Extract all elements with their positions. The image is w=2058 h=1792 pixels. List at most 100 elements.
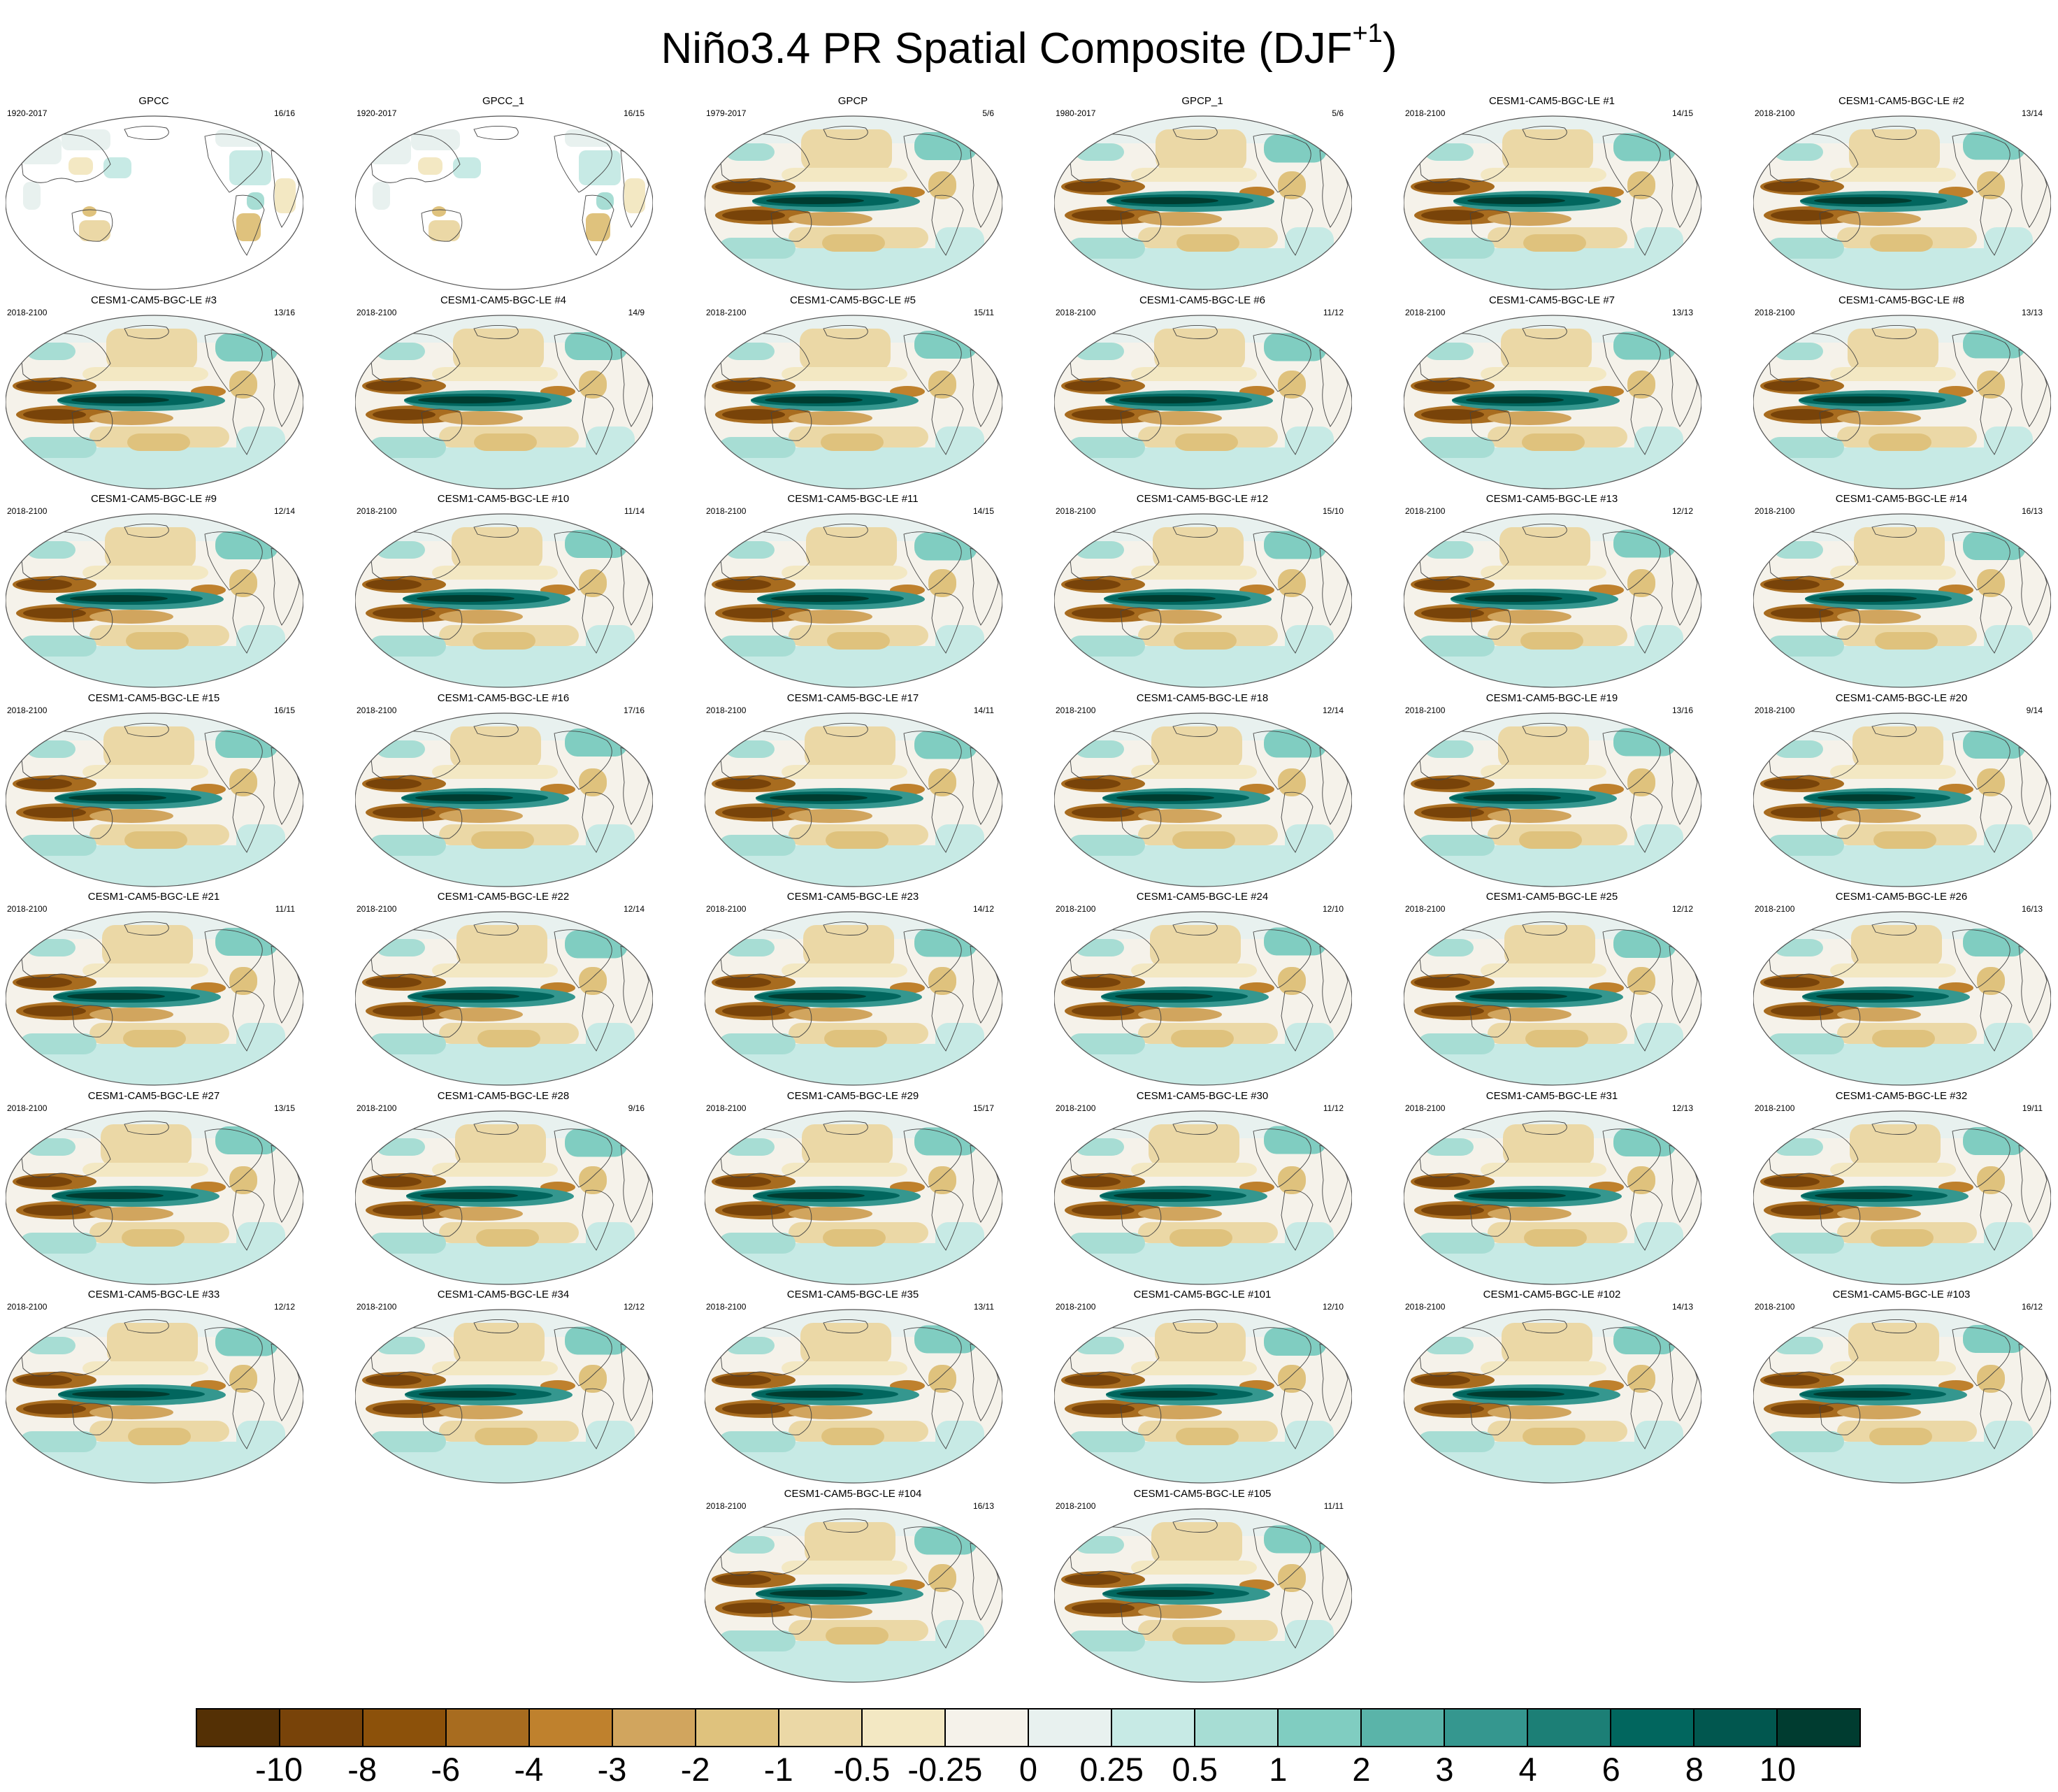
map bbox=[6, 115, 303, 290]
map-panel: CESM1-CAM5-BGC-LE #22 2018-2100 12/14 bbox=[350, 890, 657, 1089]
map-panel: CESM1-CAM5-BGC-LE #21 2018-2100 11/11 bbox=[0, 890, 308, 1089]
map bbox=[1753, 115, 2051, 290]
panel-title: CESM1-CAM5-BGC-LE #5 bbox=[789, 294, 916, 306]
colorbar-tick-label: 8 bbox=[1685, 1751, 1704, 1788]
panel-count: 11/12 bbox=[1323, 1103, 1344, 1113]
map-panel: CESM1-CAM5-BGC-LE #10 2018-2100 11/14 bbox=[350, 492, 657, 691]
panel-title: GPCP_1 bbox=[1181, 95, 1223, 107]
panel-years: 2018-2100 bbox=[706, 705, 747, 715]
panel-count: 15/11 bbox=[973, 307, 994, 317]
panel-title: CESM1-CAM5-BGC-LE #22 bbox=[437, 891, 570, 903]
panel-title: CESM1-CAM5-BGC-LE #6 bbox=[1139, 294, 1266, 306]
colorbar-cell bbox=[1029, 1709, 1112, 1746]
map bbox=[1054, 1309, 1352, 1484]
colorbar-tick-label: 3 bbox=[1435, 1751, 1454, 1788]
panel-count: 12/12 bbox=[623, 1302, 645, 1312]
colorbar-cell bbox=[613, 1709, 696, 1746]
panel-count: 13/16 bbox=[273, 307, 295, 317]
panel-years: 2018-2100 bbox=[7, 1302, 48, 1312]
map bbox=[705, 1110, 1002, 1285]
panel-years: 2018-2100 bbox=[706, 1302, 747, 1312]
map-panel: CESM1-CAM5-BGC-LE #27 2018-2100 13/15 bbox=[0, 1089, 308, 1289]
panel-title: CESM1-CAM5-BGC-LE #20 bbox=[1835, 691, 1968, 704]
panel-count: 14/15 bbox=[972, 506, 994, 516]
map-panel: CESM1-CAM5-BGC-LE #7 2018-2100 13/13 bbox=[1398, 294, 1706, 493]
panel-count: 14/11 bbox=[973, 705, 994, 715]
map-panel: CESM1-CAM5-BGC-LE #9 2018-2100 12/14 bbox=[0, 492, 308, 691]
panel-count: 9/16 bbox=[628, 1103, 645, 1113]
panel-title: CESM1-CAM5-BGC-LE #28 bbox=[437, 1089, 570, 1102]
map-panel: CESM1-CAM5-BGC-LE #19 2018-2100 13/16 bbox=[1398, 691, 1706, 891]
panel-years: 2018-2100 bbox=[1056, 1103, 1096, 1113]
panel-title: CESM1-CAM5-BGC-LE #16 bbox=[437, 691, 570, 704]
panel-count: 12/14 bbox=[273, 506, 295, 516]
map bbox=[6, 1110, 303, 1285]
panel-title: CESM1-CAM5-BGC-LE #34 bbox=[437, 1289, 570, 1300]
map bbox=[6, 513, 303, 688]
panel-count: 5/6 bbox=[982, 108, 994, 118]
map-panel: CESM1-CAM5-BGC-LE #18 2018-2100 12/14 bbox=[1049, 691, 1356, 891]
panel-title: CESM1-CAM5-BGC-LE #2 bbox=[1838, 95, 1965, 107]
map-panel: CESM1-CAM5-BGC-LE #25 2018-2100 12/12 bbox=[1398, 890, 1706, 1089]
panel-years: 2018-2100 bbox=[1405, 506, 1446, 516]
colorbar bbox=[196, 1708, 1861, 1747]
panel-title: CESM1-CAM5-BGC-LE #18 bbox=[1136, 691, 1269, 704]
map-panel: CESM1-CAM5-BGC-LE #23 2018-2100 14/12 bbox=[699, 890, 1007, 1089]
panel-years: 2018-2100 bbox=[1056, 307, 1096, 317]
map bbox=[1753, 911, 2051, 1086]
panel-years: 2018-2100 bbox=[1056, 1302, 1096, 1312]
map bbox=[6, 314, 303, 489]
map bbox=[1753, 314, 2051, 489]
panel-title: CESM1-CAM5-BGC-LE #102 bbox=[1483, 1289, 1621, 1300]
panel-title: CESM1-CAM5-BGC-LE #33 bbox=[87, 1289, 220, 1300]
map-panel: CESM1-CAM5-BGC-LE #26 2018-2100 16/13 bbox=[1748, 890, 2055, 1089]
colorbar-cell bbox=[1611, 1709, 1694, 1746]
map-panel: CESM1-CAM5-BGC-LE #17 2018-2100 14/11 bbox=[699, 691, 1007, 891]
panel-title: CESM1-CAM5-BGC-LE #24 bbox=[1136, 891, 1269, 903]
map-panel: GPCC_1 1920-2017 16/15 bbox=[350, 94, 657, 294]
panel-years: 2018-2100 bbox=[1755, 705, 1795, 715]
map-panel: CESM1-CAM5-BGC-LE #11 2018-2100 14/15 bbox=[699, 492, 1007, 691]
panel-count: 14/12 bbox=[972, 904, 994, 914]
map-panel: CESM1-CAM5-BGC-LE #33 2018-2100 12/12 bbox=[0, 1288, 308, 1487]
colorbar-tick-label: -1 bbox=[763, 1751, 793, 1788]
colorbar-labels: -10 -8 -6 -4 -3 -2 -1 -0.5 -0.25 0 0.25 0.5 1 2 3 4 6 8 10 bbox=[196, 1750, 1861, 1792]
panel-years: 1979-2017 bbox=[706, 108, 747, 118]
panel-count: 11/12 bbox=[1323, 307, 1344, 317]
map bbox=[1404, 911, 1701, 1086]
panel-years: 2018-2100 bbox=[1056, 904, 1096, 914]
panel-count: 12/13 bbox=[1671, 1103, 1693, 1113]
panel-title: CESM1-CAM5-BGC-LE #27 bbox=[87, 1089, 220, 1102]
map-panel: CESM1-CAM5-BGC-LE #5 2018-2100 15/11 bbox=[699, 294, 1007, 493]
map bbox=[705, 314, 1002, 489]
map-panel: CESM1-CAM5-BGC-LE #102 2018-2100 14/13 bbox=[1398, 1288, 1706, 1487]
map-panel: CESM1-CAM5-BGC-LE #105 2018-2100 11/11 bbox=[1049, 1487, 1356, 1686]
map bbox=[705, 513, 1002, 688]
panel-count: 15/10 bbox=[1322, 506, 1344, 516]
map-panel: CESM1-CAM5-BGC-LE #15 2018-2100 16/15 bbox=[0, 691, 308, 891]
colorbar-tick-label: 0.25 bbox=[1079, 1751, 1144, 1788]
map-panel: GPCP 1979-2017 5/6 bbox=[699, 94, 1007, 294]
panel-years: 2018-2100 bbox=[1755, 506, 1795, 516]
map-panel: CESM1-CAM5-BGC-LE #13 2018-2100 12/12 bbox=[1398, 492, 1706, 691]
map-panel: CESM1-CAM5-BGC-LE #12 2018-2100 15/10 bbox=[1049, 492, 1356, 691]
panel-count: 13/11 bbox=[973, 1302, 994, 1312]
panel-years: 2018-2100 bbox=[7, 307, 48, 317]
map-panel: CESM1-CAM5-BGC-LE #104 2018-2100 16/13 bbox=[699, 1487, 1007, 1686]
map bbox=[1054, 314, 1352, 489]
panel-years: 2018-2100 bbox=[1056, 705, 1096, 715]
panel-title: CESM1-CAM5-BGC-LE #3 bbox=[90, 294, 217, 306]
map bbox=[705, 1507, 1002, 1683]
panel-count: 13/13 bbox=[2021, 307, 2043, 317]
colorbar-cell bbox=[1445, 1709, 1528, 1746]
panel-count: 11/14 bbox=[624, 506, 645, 516]
colorbar-cell bbox=[530, 1709, 613, 1746]
panel-years: 2018-2100 bbox=[357, 506, 397, 516]
panel-title: CESM1-CAM5-BGC-LE #4 bbox=[440, 294, 567, 306]
colorbar-tick-label: 6 bbox=[1602, 1751, 1620, 1788]
map bbox=[1753, 1110, 2051, 1285]
panel-count: 13/14 bbox=[2021, 108, 2043, 118]
panel-count: 16/13 bbox=[2021, 904, 2043, 914]
panel-years: 2018-2100 bbox=[357, 705, 397, 715]
map bbox=[355, 115, 653, 290]
